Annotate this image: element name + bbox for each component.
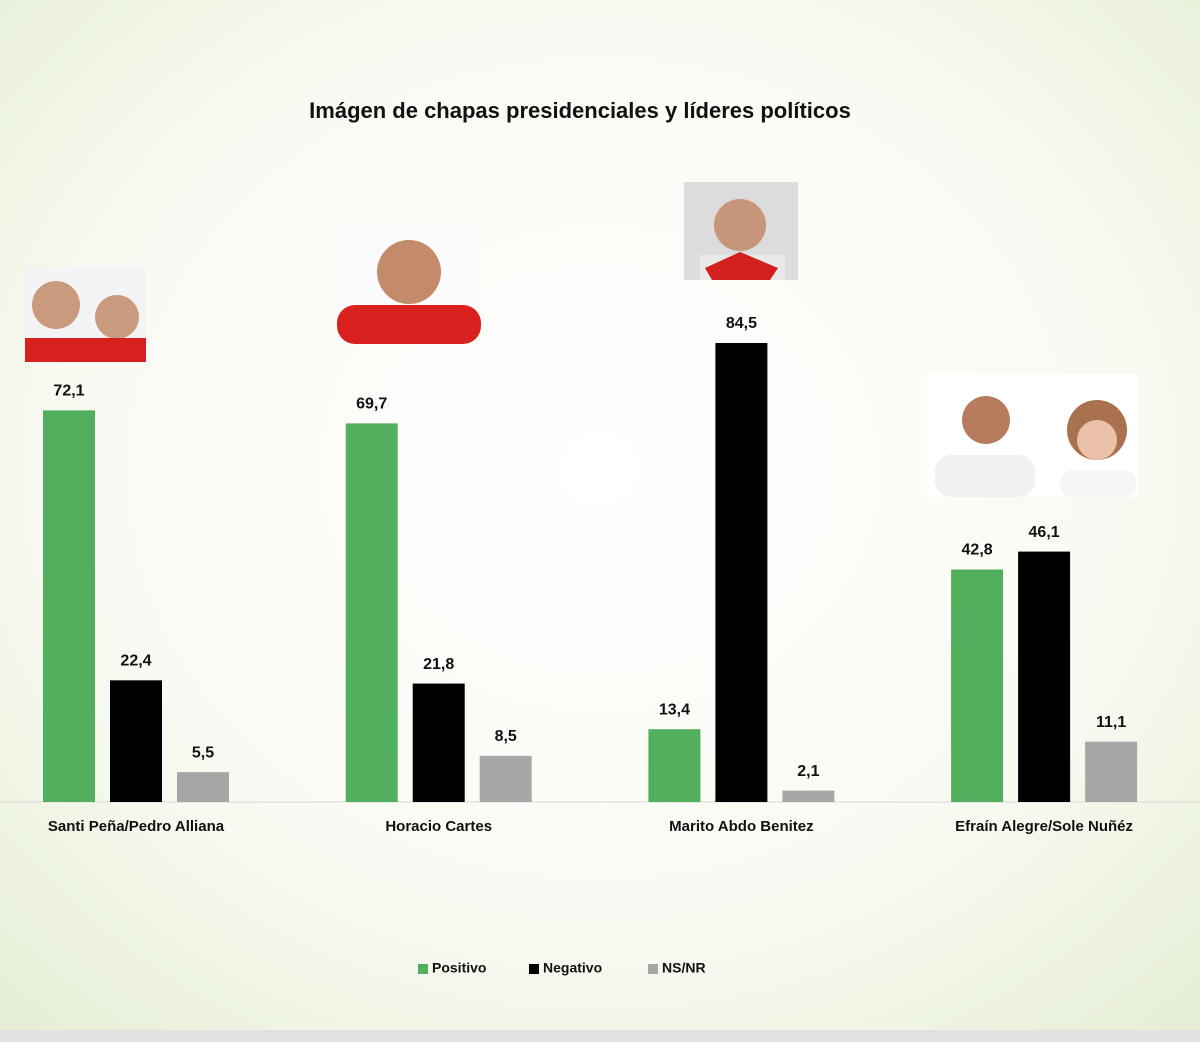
bar xyxy=(43,410,95,802)
x-tick-label: Santi Peña/Pedro Alliana xyxy=(48,818,225,835)
bar xyxy=(1085,741,1138,802)
x-tick-label: Horacio Cartes xyxy=(385,818,492,835)
bar xyxy=(345,423,398,802)
bar xyxy=(1018,551,1071,802)
bar xyxy=(412,683,465,802)
x-tick-label: Efraín Alegre/Sole Nuñéz xyxy=(955,818,1133,835)
value-label: 69,7 xyxy=(356,396,387,413)
value-label: 22,4 xyxy=(120,653,151,670)
chart-title: Imágen de chapas presidenciales y lídere… xyxy=(309,98,851,123)
value-label: 84,5 xyxy=(726,315,757,332)
photo xyxy=(25,267,146,362)
bar xyxy=(177,772,229,802)
legend-label: Negativo xyxy=(543,960,602,976)
value-label: 5,5 xyxy=(192,744,214,761)
photo xyxy=(337,227,481,344)
value-label: 11,1 xyxy=(1096,714,1126,731)
x-tick-label: Marito Abdo Benitez xyxy=(669,818,813,835)
value-label: 46,1 xyxy=(1029,524,1060,541)
bar xyxy=(715,343,768,802)
value-label: 21,8 xyxy=(423,656,454,673)
legend-label: Positivo xyxy=(432,960,486,976)
value-label: 72,1 xyxy=(53,383,84,400)
bar xyxy=(479,755,532,802)
legend-swatch xyxy=(418,964,428,974)
value-label: 8,5 xyxy=(495,728,517,745)
bottom-strip xyxy=(0,1030,1200,1042)
value-label: 2,1 xyxy=(797,763,819,780)
bar xyxy=(110,680,162,802)
bar xyxy=(648,729,701,802)
bar xyxy=(951,569,1004,802)
bar xyxy=(782,790,835,802)
value-label: 42,8 xyxy=(962,542,993,559)
photo xyxy=(927,374,1138,497)
photo xyxy=(684,182,798,280)
value-label: 13,4 xyxy=(659,701,690,718)
legend-swatch xyxy=(529,964,539,974)
legend-label: NS/NR xyxy=(662,960,706,976)
legend-swatch xyxy=(648,964,658,974)
